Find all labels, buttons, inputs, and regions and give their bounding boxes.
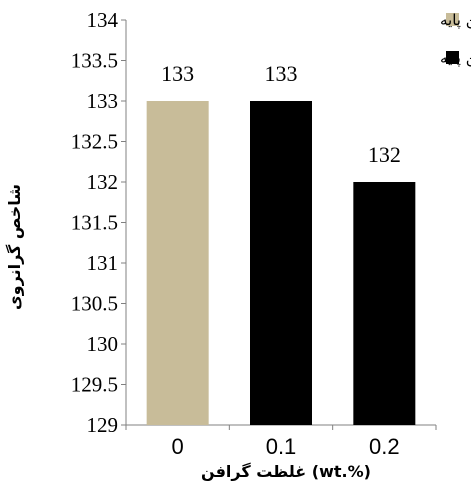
x-axis: 0 0.1 0.2 [125, 424, 437, 459]
legend-label-graphene-base-oil: گرافن+روغن پایه [440, 49, 471, 68]
y-tick-label: 130.5 [71, 292, 118, 316]
data-label: 132 [368, 142, 401, 167]
y-tick-label: 132 [87, 170, 119, 194]
y-tick-label: 133 [87, 89, 119, 113]
legend: روغن پایه گرافن+روغن پایه [440, 11, 471, 68]
legend-label-base-oil: روغن پایه [440, 11, 471, 30]
bars [146, 101, 416, 425]
data-label: 133 [265, 61, 298, 86]
legend-swatch-graphene-base-oil [446, 51, 459, 64]
y-tick-label: 131 [87, 251, 119, 275]
legend-swatch-base-oil [446, 13, 459, 26]
x-tick-label: 0.2 [369, 434, 400, 459]
y-tick-label: 133.5 [71, 49, 118, 73]
y-tick-label: 131.5 [71, 211, 118, 235]
x-axis-title: غلظت گرافن (wt.%) [201, 462, 371, 481]
data-labels: 133 133 132 [161, 61, 401, 167]
y-tick-label: 130 [87, 332, 119, 356]
data-label: 133 [161, 61, 194, 86]
y-tick-label: 129 [87, 413, 119, 437]
bar [353, 182, 416, 425]
bar [146, 101, 209, 425]
x-tick-label: 0 [172, 434, 184, 459]
bar [250, 101, 312, 425]
y-tick-label: 132.5 [71, 130, 118, 154]
y-tick-label: 134 [87, 8, 119, 32]
y-axis: 129 129.5 130 130.5 131 131.5 132 132.5 133 133.5… [71, 8, 127, 437]
x-tick-label: 0.1 [266, 434, 297, 459]
y-axis-title: شاخص گرانروی [5, 184, 24, 310]
y-tick-label: 129.5 [71, 373, 118, 397]
